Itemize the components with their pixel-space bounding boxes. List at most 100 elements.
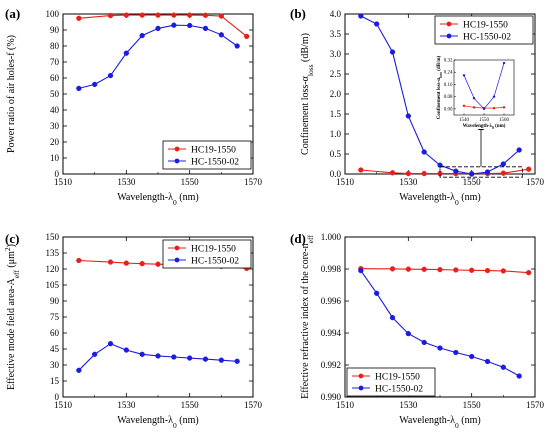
- legend-box: [434, 15, 534, 45]
- inset-x-tick-label: 1540: [459, 118, 470, 123]
- inset-y-tick-label: 0.32: [444, 59, 453, 64]
- data-point-blue: [234, 358, 240, 364]
- x-tick-label: 1530: [117, 400, 136, 410]
- data-point-red: [389, 266, 396, 272]
- series-line-red: [360, 268, 529, 274]
- data-point-blue: [358, 13, 364, 19]
- inset-data-point-blue: [492, 95, 496, 98]
- inset-chart: 1540 1550 1560 0.00 0.08 0.16 0.24 0.32 Waveleng…: [436, 55, 523, 178]
- data-point-red: [405, 170, 411, 177]
- series-line-red: [360, 168, 529, 175]
- inset-data-point-blue: [482, 107, 486, 111]
- data-point-red: [139, 261, 145, 267]
- legend-box: [162, 239, 252, 269]
- y-tick-label: 0.5: [330, 149, 342, 159]
- data-point-blue: [92, 81, 98, 88]
- data-point-blue: [484, 169, 491, 175]
- inset-x-tick-label: 1560: [499, 118, 510, 123]
- panel-4: (d) 1510 1530 1550 1570 0.990 0.992 0.994 0.996 0…: [290, 231, 545, 430]
- legend-swatch-marker: [174, 146, 180, 152]
- panel-1: (a) 1510 1530 1550 1570 0 10 20 30 40 50 60 70 80 90 10…: [5, 6, 263, 207]
- data-point-blue: [171, 22, 177, 28]
- y-axis-label: Effective refractive index of the core-n…: [300, 235, 315, 399]
- legend-swatch-marker: [174, 257, 180, 263]
- panel-label: (c): [5, 231, 19, 246]
- data-point-red: [389, 170, 396, 176]
- data-point-blue: [76, 85, 82, 92]
- data-point-blue: [500, 161, 506, 167]
- y-tick-label: 80: [50, 41, 60, 51]
- inset-y-axis-label: Confinement loss-αloss (dB/m): [437, 55, 443, 119]
- data-point-blue: [139, 351, 145, 357]
- data-point-red: [526, 166, 532, 172]
- data-point-red: [500, 170, 506, 176]
- data-point-red: [76, 15, 82, 21]
- y-tick-label: 60: [50, 328, 60, 338]
- series-line-red: [78, 14, 248, 37]
- data-point-red: [107, 259, 114, 265]
- data-point-red: [155, 12, 161, 18]
- data-point-red: [500, 268, 506, 274]
- data-point-blue: [171, 354, 177, 360]
- legend-swatch-marker: [174, 245, 180, 251]
- data-point-blue: [405, 113, 411, 119]
- x-tick-label: 1510: [54, 400, 73, 410]
- y-tick-label: 75: [50, 312, 60, 322]
- data-point-red: [484, 267, 491, 274]
- panel-3: (c)1510 1530 1550 1570015304560759010512013…: [3, 231, 263, 430]
- y-axis-label: Confinement loss-αloss (dB/m): [300, 33, 315, 155]
- y-tick-label: 3.0: [330, 49, 342, 59]
- inset-x-axis-label: Wavelength-λ0 (nm): [463, 124, 506, 130]
- data-point-blue: [469, 171, 475, 177]
- inset-y-tick-label: 0.00: [444, 107, 453, 112]
- data-point-red: [123, 260, 129, 266]
- legend-box: [162, 140, 252, 170]
- y-tick-label: 60: [50, 73, 60, 83]
- legend: HC19-1550 HC-1550-02: [346, 367, 436, 397]
- data-point-red: [526, 270, 532, 276]
- legend: HC19-1550 HC-1550-02: [434, 15, 534, 45]
- x-tick-label: 1550: [181, 400, 200, 410]
- y-tick-label: 10: [50, 153, 60, 163]
- inset-y-tick-label: 0.08: [444, 95, 453, 100]
- legend: HC19-1550 HC-1550-02: [162, 140, 252, 170]
- y-tick-label: 2.0: [330, 89, 342, 99]
- y-tick-label: 20: [50, 137, 60, 147]
- data-point-blue: [202, 356, 209, 362]
- y-axis-label: Power ratio of air holes-f (%): [6, 35, 17, 153]
- x-tick-label: 1530: [117, 177, 136, 187]
- y-tick-label: 0: [55, 392, 60, 402]
- y-tick-label: 30: [50, 360, 60, 370]
- data-point-blue: [453, 168, 459, 174]
- x-tick-label: 1550: [181, 177, 200, 187]
- legend-entry: HC-1550-02: [191, 257, 239, 267]
- inset-y-tick-label: 0.24: [444, 71, 453, 76]
- data-point-blue: [123, 50, 129, 56]
- y-tick-label: 45: [50, 344, 60, 354]
- data-point-red: [469, 267, 475, 273]
- data-point-red: [123, 12, 129, 18]
- data-point-red: [421, 170, 427, 177]
- series-line-blue: [78, 24, 238, 89]
- panel-2: (b) 1510 1530 1550 1570 0.0 0.5 1.0 1.5 2.0 2.5 3.0…: [290, 6, 545, 207]
- data-point-blue: [389, 314, 396, 321]
- series-line-blue: [360, 270, 520, 377]
- y-tick-label: 90: [50, 25, 60, 35]
- inset-data-point-blue: [502, 61, 506, 65]
- inset-data-point-blue: [472, 96, 476, 100]
- data-point-blue: [469, 353, 475, 360]
- data-point-blue: [358, 267, 364, 274]
- data-point-red: [171, 12, 177, 18]
- legend-entry: HC19-1550: [191, 245, 236, 255]
- panel-label: (a): [5, 6, 20, 21]
- legend-entry: HC19-1550: [191, 146, 236, 156]
- data-point-red: [76, 257, 82, 264]
- y-tick-label: 15: [50, 376, 60, 386]
- legend-swatch-marker: [174, 158, 180, 164]
- panel-label: (b): [290, 6, 306, 21]
- y-tick-label: 120: [46, 264, 60, 274]
- data-point-blue: [516, 373, 522, 379]
- x-axis-label: Wavelength-λ0 (nm): [117, 415, 198, 430]
- zoom-region-box: [439, 166, 523, 178]
- y-tick-label: 40: [50, 105, 60, 115]
